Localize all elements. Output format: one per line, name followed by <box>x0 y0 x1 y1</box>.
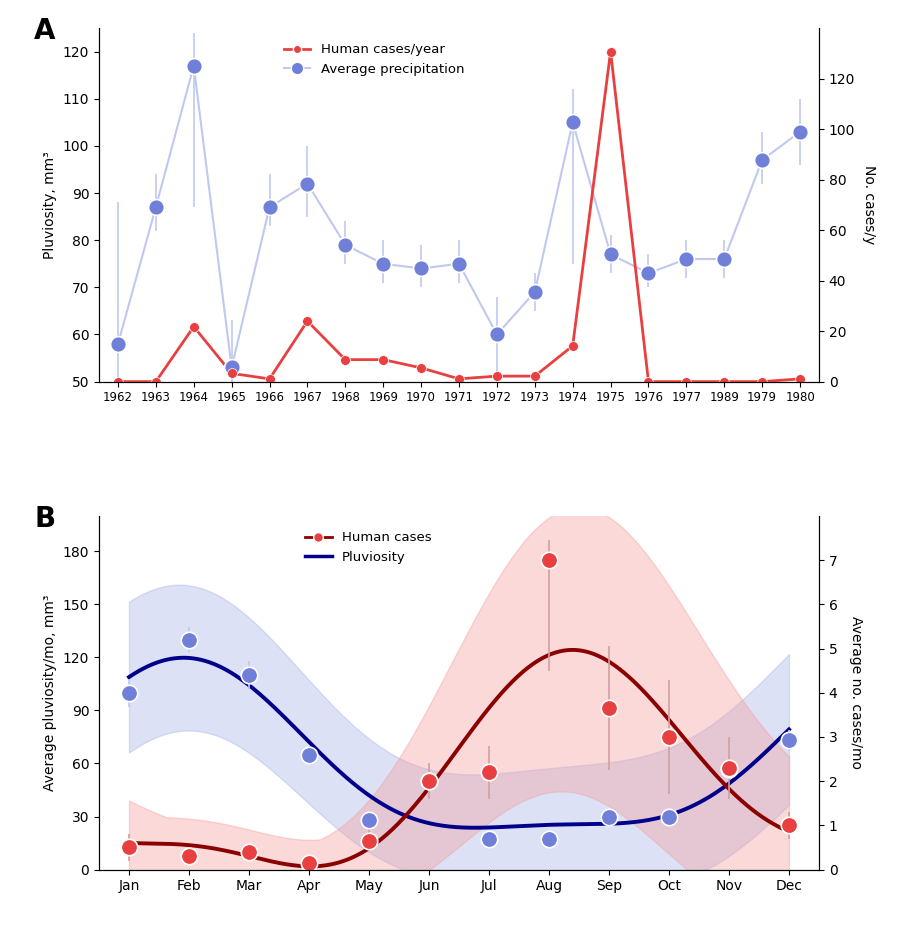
Point <box>602 700 616 715</box>
Point <box>224 366 238 381</box>
Text: A: A <box>34 18 56 46</box>
Point <box>565 338 580 353</box>
Point <box>793 371 807 386</box>
Point <box>148 200 163 215</box>
Point <box>782 733 796 748</box>
Point <box>482 832 496 847</box>
Point <box>662 729 676 744</box>
Point <box>542 832 556 847</box>
Point <box>662 809 676 824</box>
Point <box>565 115 580 130</box>
Point <box>452 371 466 386</box>
Point <box>422 773 436 788</box>
Point <box>242 844 256 859</box>
Point <box>376 256 391 271</box>
Point <box>680 374 694 389</box>
Point <box>755 374 770 389</box>
Point <box>793 124 807 139</box>
Y-axis label: Average pluviosity/mo, mm³: Average pluviosity/mo, mm³ <box>43 595 58 791</box>
Point <box>262 371 276 386</box>
Point <box>490 368 504 383</box>
Point <box>717 374 732 389</box>
Point <box>680 252 694 266</box>
Point <box>186 319 201 334</box>
Point <box>338 237 353 252</box>
Point <box>302 747 316 762</box>
Point <box>722 760 736 775</box>
Point <box>482 765 496 780</box>
Text: B: B <box>34 506 55 533</box>
Point <box>362 813 376 827</box>
Point <box>722 761 736 776</box>
Point <box>122 685 136 700</box>
Point <box>224 360 238 375</box>
Point <box>186 58 201 73</box>
Point <box>642 266 656 280</box>
Point <box>603 44 617 59</box>
Point <box>452 256 466 271</box>
Y-axis label: Pluviosity, mm³: Pluviosity, mm³ <box>43 151 58 259</box>
Point <box>602 809 616 824</box>
Point <box>414 360 428 375</box>
Point <box>542 553 556 568</box>
Point <box>414 261 428 276</box>
Point <box>111 374 125 389</box>
Point <box>301 313 315 328</box>
Point <box>422 773 436 788</box>
Point <box>527 368 542 383</box>
Point <box>242 668 256 683</box>
Point <box>148 374 163 389</box>
Point <box>362 833 376 848</box>
Point <box>338 352 353 367</box>
Point <box>301 176 315 191</box>
Point <box>262 200 276 215</box>
Point <box>122 840 136 855</box>
Point <box>182 849 196 864</box>
Point <box>717 252 732 266</box>
Point <box>642 374 656 389</box>
Point <box>111 337 125 352</box>
Point <box>182 632 196 647</box>
Legend: Human cases, Pluviosity: Human cases, Pluviosity <box>300 526 437 569</box>
Point <box>782 818 796 833</box>
Y-axis label: Average no. cases/mo: Average no. cases/mo <box>849 616 862 770</box>
Point <box>755 152 770 167</box>
Point <box>302 856 316 870</box>
Point <box>527 284 542 299</box>
Point <box>603 247 617 262</box>
Y-axis label: No. cases/y: No. cases/y <box>862 165 876 244</box>
Legend: Human cases/year, Average precipitation: Human cases/year, Average precipitation <box>278 38 470 81</box>
Point <box>376 352 391 367</box>
Point <box>490 327 504 342</box>
